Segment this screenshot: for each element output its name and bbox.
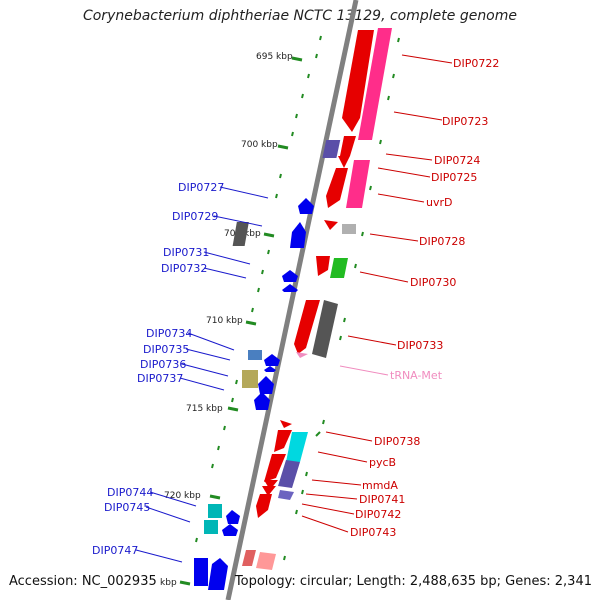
label-dip0728[interactable]: DIP0728 — [419, 235, 465, 248]
gene-arrow-dip0733[interactable] — [312, 300, 338, 358]
forward-strand-features — [242, 28, 392, 570]
gene-arrow-dip0734[interactable] — [264, 354, 280, 366]
gene-box-dip0728-gray[interactable] — [342, 224, 356, 234]
gene-arrow-dip0723[interactable] — [358, 28, 392, 140]
gene-arrow-dip0730a[interactable] — [316, 256, 330, 276]
label-dip0735[interactable]: DIP0735 — [143, 343, 189, 356]
reverse-strand-features — [194, 198, 314, 590]
gene-arrow-dip0732[interactable] — [282, 284, 298, 292]
gene-arrow-dip0735[interactable] — [264, 366, 276, 372]
label-dip0725[interactable]: DIP0725 — [431, 171, 477, 184]
kbp-label-695: 695 kbp — [256, 52, 293, 62]
left-gene-labels: DIP0727 DIP0729 DIP0731 DIP0732 DIP0734 … — [92, 181, 224, 557]
label-dip0742[interactable]: DIP0742 — [355, 508, 401, 521]
gene-box-dip0745-cyan[interactable] — [204, 520, 218, 534]
label-dip0743[interactable]: DIP0743 — [350, 526, 396, 539]
scale-ticks-right — [283, 37, 400, 561]
gene-arrow-dip0741[interactable] — [264, 480, 278, 490]
gene-arrow-dip0728[interactable] — [324, 220, 338, 230]
gene-arrow-bottom-pink[interactable] — [256, 552, 276, 570]
label-dip0744[interactable]: DIP0744 — [107, 486, 153, 499]
gene-arrow-dip0736[interactable] — [258, 376, 274, 394]
gene-box-dip0734-steel[interactable] — [248, 350, 262, 360]
gene-arrow-dip0731[interactable] — [282, 270, 298, 282]
gene-arrow-dip0724b[interactable] — [338, 156, 350, 168]
map-title: Corynebacterium diphtheriae NCTC 13129, … — [82, 8, 518, 24]
gene-arrow-dip0747[interactable] — [208, 558, 228, 590]
label-dip0741[interactable]: DIP0741 — [359, 493, 405, 506]
accession-text: Accession: NC_002935 — [9, 574, 157, 589]
kbp-label-720: 720 kbp — [164, 491, 201, 501]
genome-backbone — [225, 0, 359, 600]
label-dip0734[interactable]: DIP0734 — [146, 327, 192, 340]
gene-arrow-mmda[interactable] — [278, 460, 300, 488]
label-dip0733[interactable]: DIP0733 — [397, 339, 443, 352]
gene-arrow-dip0741b[interactable] — [262, 486, 276, 496]
trna-met-marker[interactable] — [296, 352, 308, 358]
label-dip0747[interactable]: DIP0747 — [92, 544, 138, 557]
gene-arrow-dip0722[interactable] — [342, 30, 374, 132]
gene-arrow-dip0730[interactable] — [330, 258, 348, 278]
label-mmda[interactable]: mmdA — [362, 479, 398, 492]
gene-arrow-uvrd[interactable] — [326, 168, 348, 208]
gene-box-dip0724-purple[interactable] — [322, 140, 341, 158]
gene-arrow-dip0733a[interactable] — [294, 300, 320, 354]
gene-arrow-dip0724[interactable] — [340, 136, 356, 156]
gene-arrow-dip0738b[interactable] — [274, 430, 292, 452]
gene-arrow-dip0725[interactable] — [346, 160, 370, 208]
label-dip0745[interactable]: DIP0745 — [104, 501, 150, 514]
kbp-label-710: 710 kbp — [206, 316, 243, 326]
scale-ticks-left — [195, 35, 322, 543]
label-pycb[interactable]: pycB — [369, 456, 396, 469]
label-dip0736[interactable]: DIP0736 — [140, 358, 186, 371]
kbp-label-725: 725 kbp — [140, 578, 177, 588]
gene-arrow-pycb[interactable] — [286, 432, 308, 462]
gene-box-dip0729-gray[interactable] — [232, 222, 249, 246]
gene-arrow-dip0738[interactable] — [280, 420, 292, 428]
gene-arrow-dip0745[interactable] — [222, 524, 238, 536]
kbp-label-700: 700 kbp — [241, 140, 278, 150]
gene-arrow-dip0742[interactable] — [278, 490, 294, 500]
gene-box-dip0747[interactable] — [194, 558, 208, 586]
right-gene-labels: DIP0722 DIP0723 DIP0724 DIP0725 uvrD DIP… — [350, 57, 499, 539]
gene-arrow-dip0737[interactable] — [254, 392, 270, 410]
gene-box-dip0744-cyan[interactable] — [208, 504, 222, 518]
label-dip0727[interactable]: DIP0727 — [178, 181, 224, 194]
gene-arrow-bottom-red[interactable] — [242, 550, 256, 566]
right-leader-lines — [301, 54, 453, 533]
label-dip0723[interactable]: DIP0723 — [442, 115, 488, 128]
label-dip0724[interactable]: DIP0724 — [434, 154, 480, 167]
trna-leader-line — [339, 365, 389, 376]
gene-arrow-dip0743[interactable] — [256, 494, 272, 518]
label-dip0731[interactable]: DIP0731 — [163, 246, 209, 259]
kbp-major-ticks — [179, 56, 303, 586]
left-leader-lines — [135, 186, 269, 563]
label-dip0730[interactable]: DIP0730 — [410, 276, 456, 289]
genome-summary-text: Topology: circular; Length: 2,488,635 bp… — [234, 574, 592, 589]
gene-arrow-dip0729[interactable] — [290, 222, 306, 248]
gene-arrow-dip0744[interactable] — [226, 510, 240, 524]
gene-arrow-pycb-red[interactable] — [264, 454, 286, 482]
label-dip0722[interactable]: DIP0722 — [453, 57, 499, 70]
gene-box-dip0736-olive[interactable] — [242, 370, 258, 388]
label-dip0732[interactable]: DIP0732 — [161, 262, 207, 275]
label-dip0738[interactable]: DIP0738 — [374, 435, 420, 448]
label-trna-met[interactable]: tRNA-Met — [390, 369, 443, 382]
label-uvrd[interactable]: uvrD — [426, 196, 452, 209]
label-dip0737[interactable]: DIP0737 — [137, 372, 183, 385]
gene-arrow-dip0727[interactable] — [298, 198, 314, 214]
kbp-label-715: 715 kbp — [186, 404, 223, 414]
label-dip0729[interactable]: DIP0729 — [172, 210, 218, 223]
